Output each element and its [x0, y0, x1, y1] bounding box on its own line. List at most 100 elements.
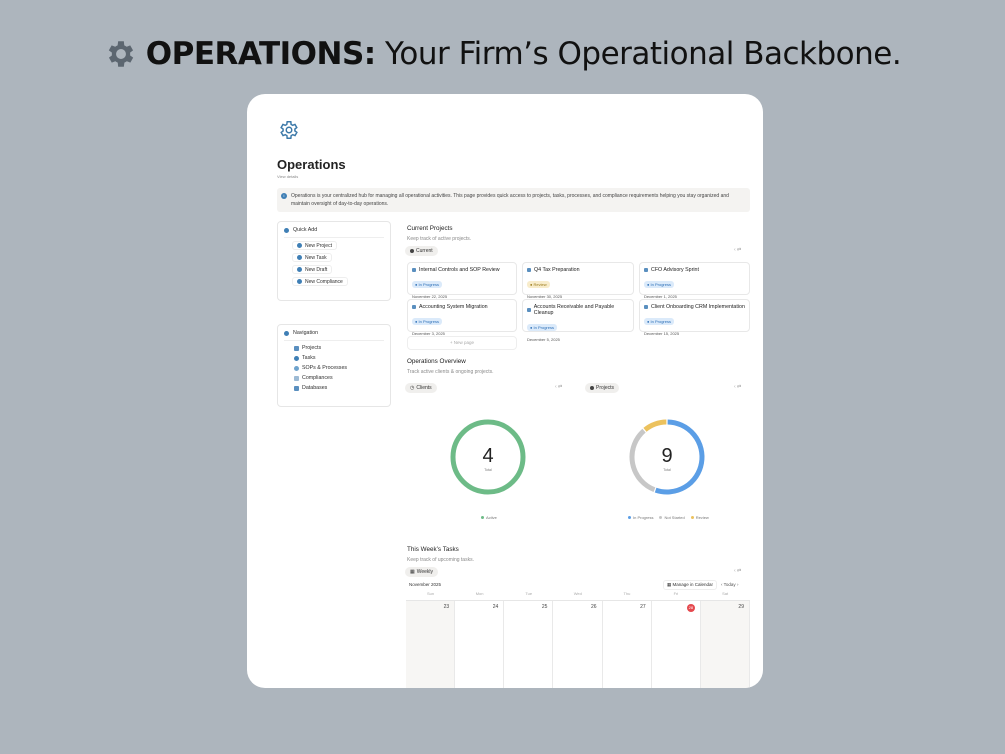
project-name: Q4 Tax Preparation: [527, 267, 629, 273]
day-number: 27: [640, 604, 646, 610]
headline: OPERATIONS: Your Firm’s Operational Back…: [0, 36, 1005, 72]
project-date: December 3, 2025: [412, 331, 445, 336]
day-number: 28: [686, 604, 695, 612]
projects-view-tab[interactable]: Projects: [585, 383, 620, 393]
clients-legend: Active: [481, 515, 497, 520]
table-icon: [294, 375, 299, 381]
callout-text: Operations is your centralized hub for m…: [291, 193, 729, 207]
day-name: Wed: [573, 591, 582, 596]
next-week-button[interactable]: ›: [735, 582, 739, 587]
project-card[interactable]: Client Onboarding CRM Implementation ● I…: [639, 299, 750, 336]
day-name: Tue: [525, 591, 533, 596]
page-card: Operations View details i Operations is …: [247, 94, 763, 688]
briefcase-icon: [412, 268, 416, 272]
day-name: Mon: [475, 591, 484, 596]
clock-icon: ◷: [410, 385, 415, 391]
weekly-view-tab[interactable]: ▦ Weekly: [405, 567, 439, 577]
headline-text: Your Firm’s Operational Backbone.: [385, 36, 902, 72]
nav-tasks[interactable]: Tasks: [294, 355, 384, 361]
button-label: Manage in Calendar: [672, 582, 714, 587]
quick-add-title: Quick Add: [293, 227, 318, 233]
status-badge: ● In Progress: [527, 324, 557, 331]
day-number: 26: [591, 604, 597, 610]
plus-icon: [297, 243, 302, 248]
day-number: 24: [492, 604, 499, 610]
briefcase-icon: [644, 305, 648, 309]
tasks-subtitle: Keep track of upcoming tasks.: [407, 557, 474, 563]
button-label: New Compliance: [305, 278, 343, 285]
day-number: 25: [541, 604, 548, 610]
calendar-icon: ▦: [410, 569, 415, 575]
view-icon: [410, 249, 414, 253]
tab-label: Current: [416, 248, 433, 254]
nav-projects[interactable]: Projects: [294, 345, 384, 351]
project-card[interactable]: CFO Advisory Sprint ● In Progress Decemb…: [639, 262, 750, 299]
project-card[interactable]: Accounts Receivable and Payable Cleanup …: [522, 299, 634, 342]
new-draft-button[interactable]: New Draft: [292, 265, 333, 274]
calendar-day[interactable]: 25: [504, 601, 554, 688]
manage-calendar-button[interactable]: ▦ Manage in Calendar: [663, 580, 718, 590]
nav-sops[interactable]: SOPs & Processes: [294, 365, 384, 371]
calendar-nav: ‹ Today ›: [721, 582, 738, 587]
project-date: November 30, 2025: [527, 294, 563, 299]
donut-charts: 4 Total 9 Total: [450, 419, 705, 495]
calendar-day[interactable]: 28: [652, 601, 701, 688]
button-label: New Project: [305, 242, 332, 249]
project-date: November 22, 2025: [412, 294, 448, 299]
calendar-day[interactable]: 26: [553, 601, 603, 688]
plus-icon: [297, 279, 302, 284]
today-button[interactable]: Today: [723, 582, 736, 587]
project-date: December 5, 2025: [527, 337, 560, 342]
donut-segment-active: [450, 419, 526, 495]
database-icon: [294, 385, 299, 391]
plus-icon: [297, 267, 302, 272]
info-icon: i: [281, 193, 287, 199]
new-project-button[interactable]: New Project: [292, 241, 337, 250]
info-callout: i Operations is your centralized hub for…: [277, 188, 750, 212]
calendar-day[interactable]: 29: [700, 601, 750, 688]
clients-total: 4: [482, 445, 493, 467]
plus-icon: [297, 255, 302, 260]
new-task-button[interactable]: New Task: [292, 253, 332, 262]
clients-view-controls[interactable]: ‹ ⇄: [555, 384, 563, 390]
projects-total-label: Total: [663, 468, 671, 472]
tab-label: Clients: [416, 385, 432, 391]
new-compliance-button[interactable]: New Compliance: [292, 277, 348, 286]
view-controls[interactable]: ‹ ⇄: [734, 247, 742, 253]
project-card[interactable]: Internal Controls and SOP Review ● In Pr…: [407, 262, 517, 299]
status-badge: ● In Progress: [412, 318, 442, 325]
clients-view-tab[interactable]: ◷ Clients: [405, 383, 437, 393]
nav-label: SOPs & Processes: [302, 365, 348, 371]
tab-label: Weekly: [416, 569, 434, 575]
clients-total-label: Total: [484, 468, 492, 472]
check-circle-icon: [284, 330, 289, 336]
status-badge: ● In Progress: [644, 281, 674, 288]
current-view-tab[interactable]: Current: [405, 246, 438, 256]
donut-segment-not-started: [629, 428, 656, 493]
calendar-day[interactable]: 27: [603, 601, 652, 688]
nav-databases[interactable]: Databases: [294, 385, 384, 391]
page-gear-icon: [280, 121, 298, 139]
project-card[interactable]: Q4 Tax Preparation ● Review November 30,…: [522, 262, 634, 299]
tasks-view-controls[interactable]: ‹ ⇄: [734, 568, 742, 574]
calendar-day[interactable]: 23: [406, 601, 456, 688]
calendar-month: November 2025: [409, 582, 442, 587]
prev-week-button[interactable]: ‹: [721, 582, 724, 587]
project-card[interactable]: Accounting System Migration ● In Progres…: [407, 299, 517, 336]
nav-compliances[interactable]: Compliances: [294, 375, 384, 381]
new-page-button[interactable]: + New page: [407, 336, 517, 350]
status-badge: ● In Progress: [412, 281, 442, 288]
projects-view-controls[interactable]: ‹ ⇄: [734, 384, 742, 390]
headline-bold: OPERATIONS:: [145, 36, 376, 72]
donut-segment-review: [643, 419, 667, 432]
day-name: Thu: [623, 591, 631, 596]
current-projects-title: Current Projects: [407, 225, 453, 232]
projects-legend: In Progress Not Started Review: [628, 515, 709, 520]
project-name: Client Onboarding CRM Implementation: [644, 304, 745, 310]
briefcase-icon: [527, 308, 531, 312]
legend-item: Not Started: [659, 515, 685, 520]
view-details-link[interactable]: View details: [277, 174, 299, 179]
tab-label: Projects: [596, 385, 615, 391]
calendar-day[interactable]: 24: [455, 601, 505, 688]
day-name: Fri: [673, 591, 679, 596]
